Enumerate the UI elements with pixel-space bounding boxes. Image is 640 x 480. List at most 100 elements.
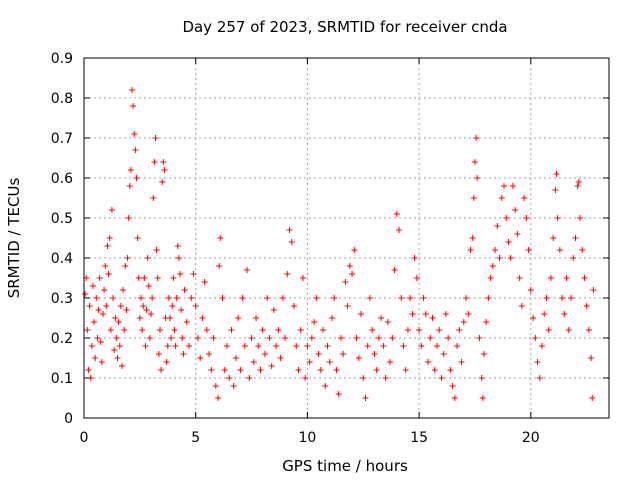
data-point <box>541 311 548 317</box>
data-point <box>556 247 563 253</box>
data-point <box>440 351 447 357</box>
data-point <box>382 375 389 381</box>
data-point <box>317 367 324 373</box>
data-point <box>173 295 180 301</box>
data-point <box>246 375 253 381</box>
data-point <box>216 263 223 269</box>
grid-lines <box>84 58 609 418</box>
data-point <box>378 315 385 321</box>
data-point <box>210 335 217 341</box>
data-point <box>559 295 566 301</box>
data-point <box>536 375 543 381</box>
data-point <box>188 295 195 301</box>
data-point <box>125 215 132 221</box>
data-point <box>473 135 480 141</box>
data-point <box>161 167 168 173</box>
data-point <box>494 223 501 229</box>
data-point <box>112 315 119 321</box>
data-point <box>409 311 416 317</box>
data-point <box>275 327 282 333</box>
data-point <box>154 275 161 281</box>
x-axis-label: GPS time / hours <box>282 457 408 475</box>
data-point <box>337 335 344 341</box>
data-point <box>226 375 233 381</box>
data-point <box>346 263 353 269</box>
data-point <box>206 351 213 357</box>
data-point <box>581 275 588 281</box>
data-point <box>384 319 391 325</box>
data-point <box>572 235 579 241</box>
data-point <box>550 235 557 241</box>
data-point <box>101 287 108 293</box>
data-point <box>183 319 190 325</box>
data-point <box>398 295 405 301</box>
data-point <box>333 367 340 373</box>
data-point <box>203 327 210 333</box>
data-point <box>134 235 141 241</box>
data-point <box>179 335 186 341</box>
data-point <box>244 267 251 273</box>
data-point <box>342 279 349 285</box>
data-point <box>451 395 458 401</box>
data-point <box>149 295 156 301</box>
y-axis-label: SRMTID / TECUs <box>5 178 23 299</box>
data-point <box>270 307 277 313</box>
data-point <box>170 275 177 281</box>
data-point <box>164 343 171 349</box>
data-point <box>148 311 155 317</box>
data-point <box>413 275 420 281</box>
data-point <box>503 215 510 221</box>
data-point <box>360 375 367 381</box>
data-point <box>95 307 102 313</box>
data-point <box>99 311 106 317</box>
y-tick-label: 0.2 <box>51 331 73 347</box>
data-point <box>576 215 583 221</box>
data-point <box>438 375 445 381</box>
data-point <box>255 343 262 349</box>
data-point <box>478 375 485 381</box>
data-point <box>344 303 351 309</box>
y-tick-label: 0.6 <box>51 171 73 187</box>
data-point <box>268 363 275 369</box>
data-point <box>297 327 304 333</box>
data-point <box>458 359 465 365</box>
data-point <box>127 167 134 173</box>
data-point <box>507 255 514 261</box>
data-point <box>82 291 89 297</box>
data-point <box>590 287 597 293</box>
data-point <box>575 179 582 185</box>
data-point <box>422 311 429 317</box>
data-point <box>126 183 133 189</box>
data-point <box>547 275 554 281</box>
data-point <box>355 355 362 361</box>
data-point <box>117 303 124 309</box>
data-point <box>217 235 224 241</box>
data-point <box>485 295 492 301</box>
data-point <box>237 367 244 373</box>
data-point <box>460 319 467 325</box>
data-point <box>328 315 335 321</box>
data-point <box>407 295 414 301</box>
data-point <box>304 343 311 349</box>
data-point <box>221 367 228 373</box>
data-point <box>431 367 438 373</box>
data-point <box>142 343 149 349</box>
data-point <box>498 195 505 201</box>
data-point <box>163 359 170 365</box>
data-point <box>387 359 394 365</box>
data-point <box>425 359 432 365</box>
data-point <box>358 311 365 317</box>
data-point <box>299 275 306 281</box>
data-point <box>349 271 356 277</box>
data-point <box>131 131 138 137</box>
data-point <box>172 343 179 349</box>
data-point <box>194 335 201 341</box>
y-tick-label: 0.1 <box>51 371 73 387</box>
axis-ticks <box>83 57 609 419</box>
data-point <box>266 335 273 341</box>
data-point <box>489 263 496 269</box>
data-point <box>465 311 472 317</box>
data-point <box>570 255 577 261</box>
data-point <box>136 315 143 321</box>
